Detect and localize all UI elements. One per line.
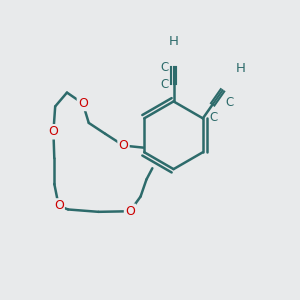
Text: O: O (78, 97, 88, 110)
Text: H: H (236, 62, 246, 75)
Text: C: C (160, 61, 169, 74)
Text: O: O (49, 125, 58, 138)
Text: C: C (160, 78, 169, 91)
Text: C: C (209, 111, 218, 124)
Text: O: O (118, 139, 128, 152)
Text: O: O (125, 205, 135, 218)
Text: O: O (54, 200, 64, 212)
Text: C: C (225, 96, 234, 109)
Text: H: H (169, 35, 178, 48)
